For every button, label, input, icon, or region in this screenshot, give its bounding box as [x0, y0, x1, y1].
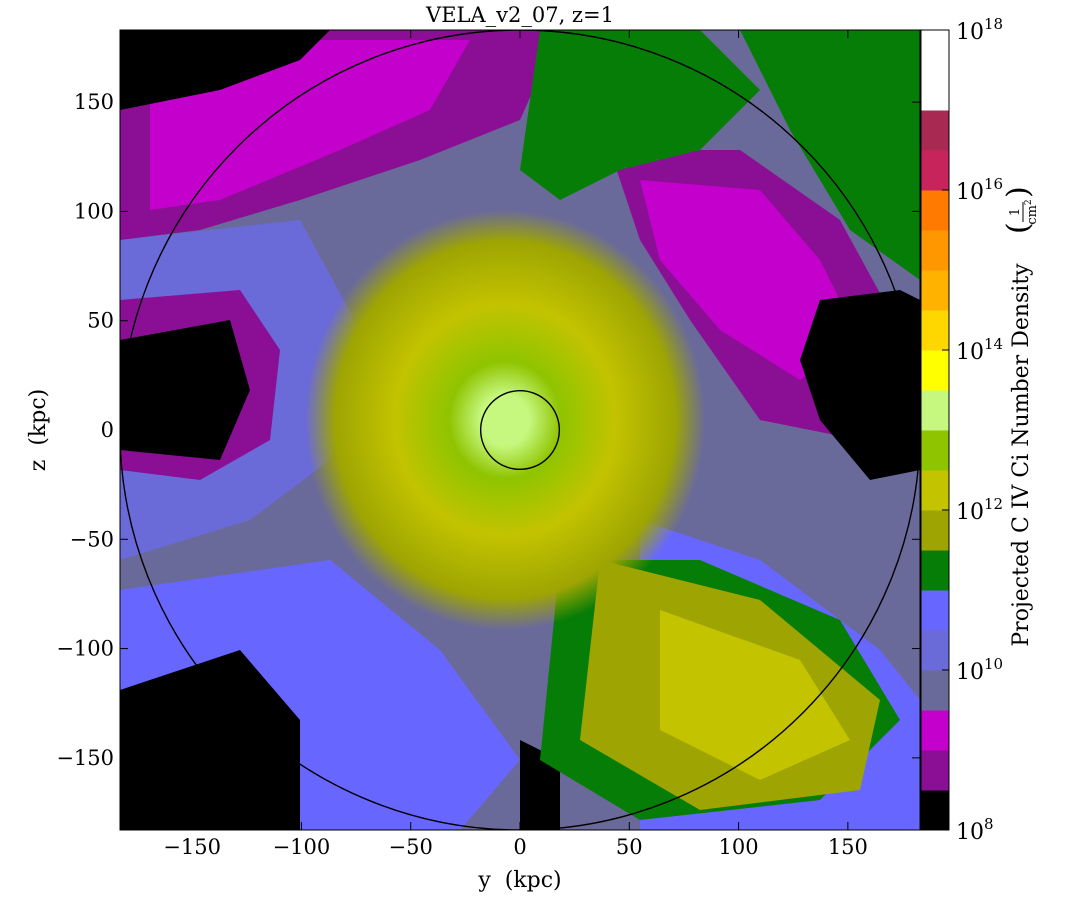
y-axis-label: z (kpc) [26, 389, 51, 471]
colorbar-tick-label: 108 [956, 815, 994, 845]
colorbar-frame [920, 29, 950, 831]
colorbar-tick-label: 1014 [956, 335, 1003, 365]
colorbar-level [921, 190, 949, 231]
colorbar-level [921, 550, 949, 591]
colorbar-unit-numerator: 1 [1008, 208, 1023, 216]
colorbar-tick-label: 1018 [956, 15, 1003, 45]
y-tick-label: 0 [101, 418, 114, 442]
x-tick-label: 0 [513, 835, 526, 859]
region-green-ne [740, 30, 920, 280]
colorbar-ticks: 108 1010 1012 1014 1016 1018 [942, 15, 1003, 845]
y-axis: 150 100 50 0 −50 −100 −150 [56, 90, 920, 770]
region-yellow-se [660, 610, 850, 780]
colorbar-tick-label: 1012 [956, 495, 1003, 525]
colorbar-level [921, 510, 949, 551]
colorbar-level [921, 670, 949, 711]
region-black-nw [120, 30, 330, 110]
colorbar-level [921, 350, 949, 391]
x-tick-label: −150 [163, 835, 221, 859]
y-tick-label: −100 [56, 637, 114, 661]
colorbar-level [921, 70, 949, 111]
colorbar-level [921, 630, 949, 671]
colorbar-level [921, 310, 949, 351]
density-map [120, 30, 920, 830]
y-tick-label: 150 [74, 90, 114, 114]
x-axis: −150 −100 −50 0 50 100 150 [163, 30, 868, 859]
region-black-ne [800, 290, 920, 480]
region-magenta-ne [640, 180, 860, 380]
colorbar-level [921, 110, 949, 151]
region-black-w [120, 320, 250, 460]
colorbar-level [921, 150, 949, 191]
x-tick-label: −100 [273, 835, 331, 859]
colorbar-level [921, 470, 949, 511]
colorbar-tick-label: 1016 [956, 175, 1003, 205]
x-axis-label: y (kpc) [477, 868, 561, 893]
colorbar-tick-label: 1010 [956, 655, 1003, 685]
region-black-sw [120, 650, 300, 830]
colorbar-level [921, 710, 949, 751]
colorbar-level-top [921, 30, 949, 70]
y-tick-label: −50 [70, 527, 114, 551]
colorbar-unit-close-paren: ) [1001, 186, 1036, 198]
y-tick-label: −150 [56, 746, 114, 770]
colorbar-level [921, 590, 949, 631]
region-halo [305, 210, 705, 630]
colorbar-level [921, 270, 949, 311]
circle-group [120, 30, 920, 830]
colorbar-level [921, 390, 949, 431]
colorbar-level [921, 790, 949, 831]
colorbar-level [921, 750, 949, 791]
colorbar-unit-open-paren: ( [1001, 222, 1036, 234]
colorbar-label-group: Projected C IV Ci Number Density ( 1 cm2… [1001, 186, 1040, 646]
x-tick-label: 100 [719, 835, 759, 859]
y-tick-label: 50 [87, 309, 114, 333]
colorbar-unit-denominator: cm2 [1024, 199, 1040, 224]
x-tick-label: −50 [389, 835, 433, 859]
y-tick-label: 100 [74, 199, 114, 223]
colorbar [921, 30, 949, 831]
colorbar-label: Projected C IV Ci Number Density [1009, 263, 1034, 647]
chart-title: VELA_v2_07, z=1 [425, 3, 614, 27]
inner-circle [479, 389, 561, 471]
colorbar-level [921, 430, 949, 471]
colorbar-level [921, 230, 949, 271]
x-tick-label: 150 [828, 835, 868, 859]
x-tick-label: 50 [616, 835, 643, 859]
